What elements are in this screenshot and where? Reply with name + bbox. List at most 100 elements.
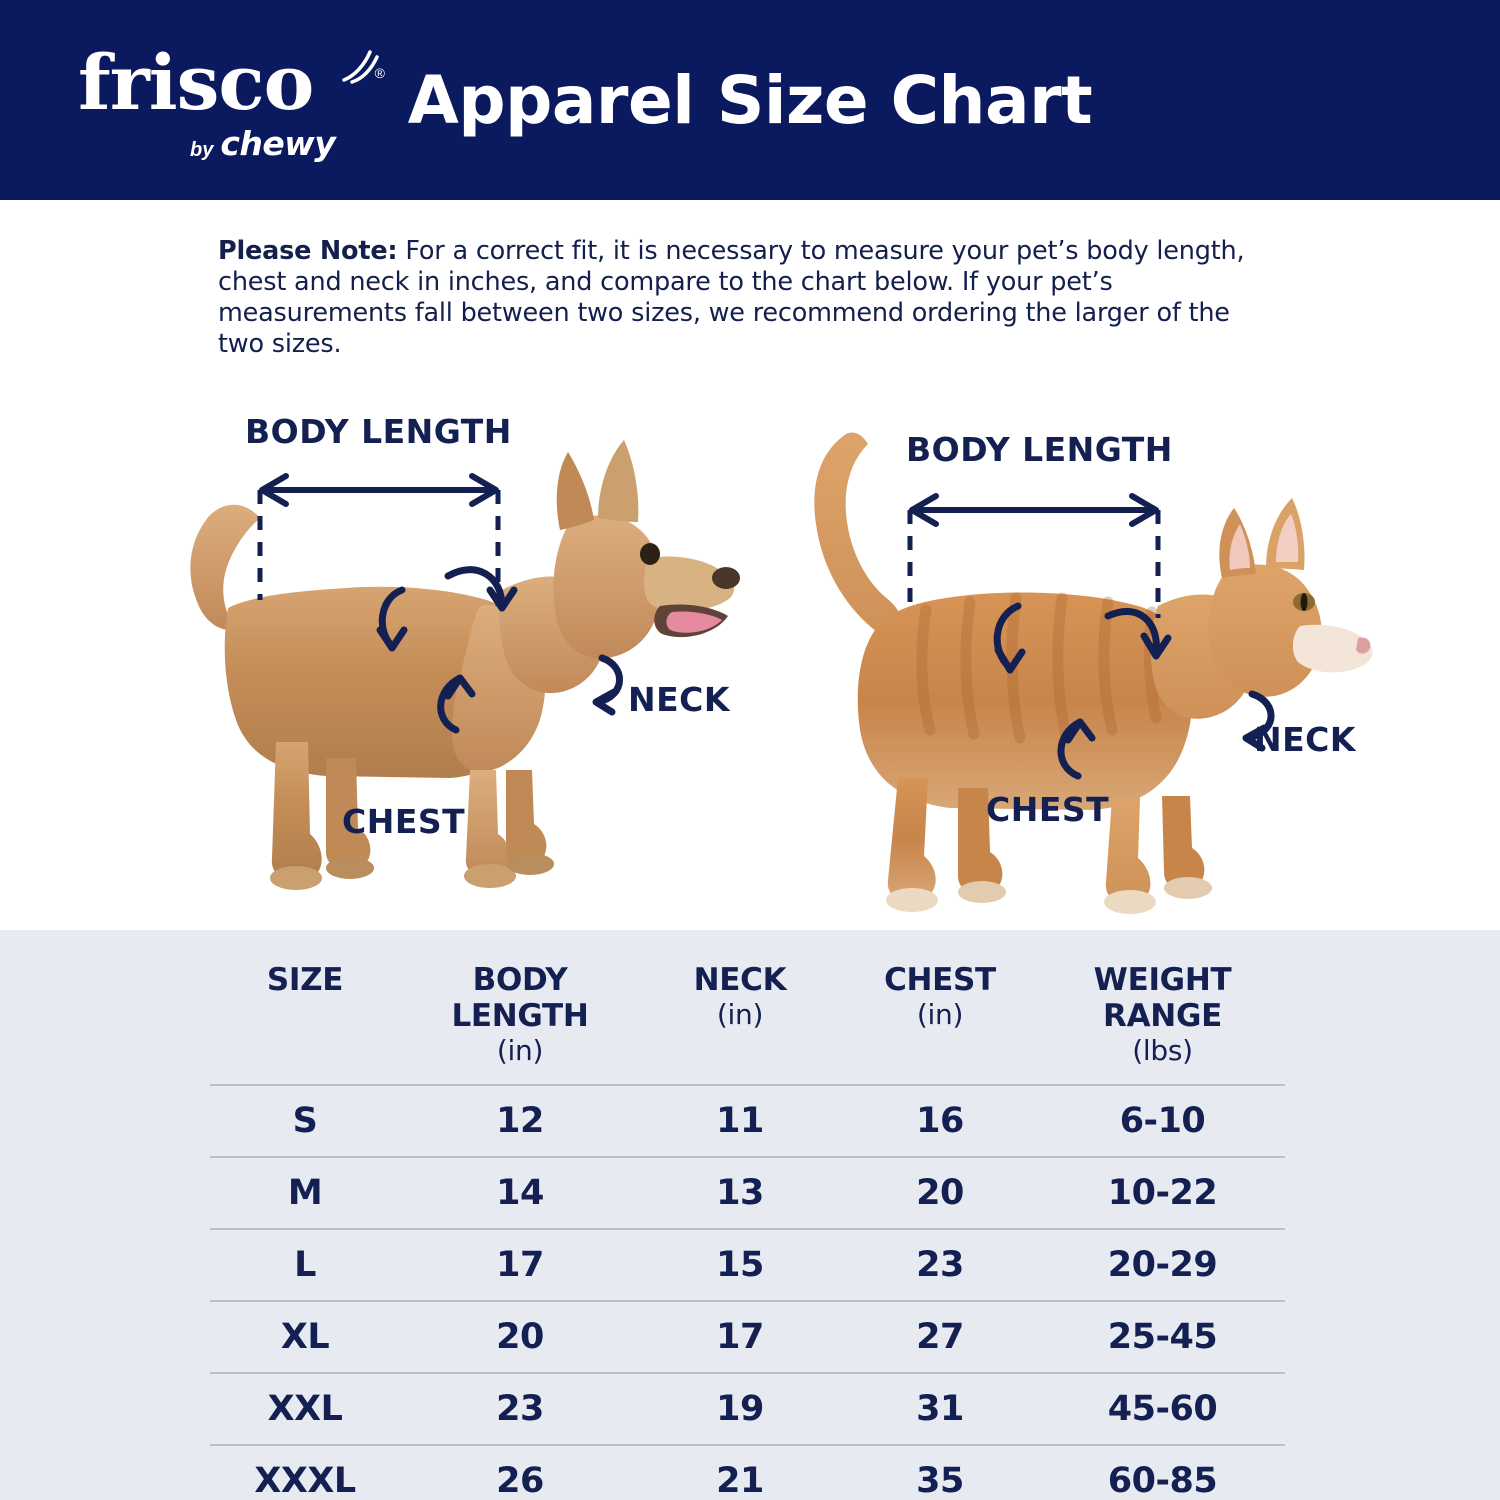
- cat-rear-leg-1: [887, 778, 936, 902]
- cat-head: [1208, 564, 1322, 697]
- column-header-neck: NECK (in): [640, 962, 840, 1085]
- dog-front-leg-2: [506, 770, 547, 866]
- cat-ear-back-inner: [1229, 524, 1250, 570]
- column-header-chest: CHEST (in): [840, 962, 1040, 1085]
- column-header-neck-label: NECK: [693, 962, 787, 998]
- cat-paw-2: [958, 881, 1006, 903]
- size-table: SIZE BODY LENGTH (in) NECK (in) CHEST (i…: [210, 962, 1285, 1500]
- cat-chest-label: CHEST: [986, 790, 1110, 829]
- table-row: S 12 11 16 6-10: [210, 1084, 1285, 1157]
- cat-paw-1: [886, 888, 938, 912]
- dog-illustration-panel: BODY LENGTH NECK CHEST: [150, 390, 790, 930]
- size-table-section: SIZE BODY LENGTH (in) NECK (in) CHEST (i…: [0, 930, 1500, 1500]
- cell-chest: 27: [840, 1300, 1040, 1373]
- cell-size: XXL: [210, 1372, 400, 1445]
- cat-front-leg-1: [1105, 798, 1151, 904]
- dog-eye: [640, 543, 660, 565]
- column-header-chest-unit: (in): [916, 998, 964, 1031]
- cell-weight-range: 60-85: [1040, 1444, 1285, 1500]
- dog-head: [553, 515, 662, 659]
- cat-tabby-stripes: [916, 592, 1162, 744]
- dog-neck-label: NECK: [628, 680, 730, 719]
- cell-body-length: 12: [400, 1084, 640, 1157]
- cell-size: L: [210, 1228, 400, 1301]
- table-row: XL 20 17 27 25-45: [210, 1300, 1285, 1373]
- column-header-body-length: BODY LENGTH (in): [400, 962, 640, 1085]
- cell-chest: 23: [840, 1228, 1040, 1301]
- dog-girth-arrowhead: [376, 626, 408, 652]
- registered-trademark-icon: ®: [374, 65, 385, 81]
- frisco-wordmark: frisco ®: [78, 44, 385, 122]
- cat-neck-arrow-curve: [1104, 608, 1160, 658]
- dog-paw-1: [270, 866, 322, 890]
- measurement-illustrations: BODY LENGTH NECK CHEST: [0, 390, 1500, 930]
- cell-neck: 19: [640, 1372, 840, 1445]
- frisco-wordmark-text: frisco: [78, 38, 314, 127]
- cell-weight-range: 6-10: [1040, 1084, 1285, 1157]
- dog-nose: [712, 567, 740, 589]
- table-row: M 14 13 20 10-22: [210, 1156, 1285, 1229]
- cat-body: [857, 592, 1193, 810]
- dog-tongue: [666, 611, 722, 633]
- column-header-body-length-unit: (in): [496, 1034, 544, 1067]
- cat-paw-3: [1104, 890, 1156, 914]
- dog-chest-label: CHEST: [342, 802, 466, 841]
- header-bar: frisco ® by chewy Apparel Size Chart: [0, 0, 1500, 200]
- dog-muzzle: [643, 556, 735, 611]
- frisco-by-chewy-logo[interactable]: frisco ® by chewy: [78, 44, 385, 164]
- cell-size: M: [210, 1156, 400, 1229]
- dog-rear-leg: [271, 742, 322, 880]
- column-header-body-length-label: BODY LENGTH: [451, 962, 589, 1034]
- cell-body-length: 17: [400, 1228, 640, 1301]
- dog-bodylength-arrowhead-left: [259, 473, 289, 507]
- dog-throat-arrowhead: [592, 688, 618, 716]
- column-header-size: SIZE: [210, 962, 400, 1085]
- cat-neck-label: NECK: [1254, 720, 1356, 759]
- dog-rear-leg-2: [326, 758, 371, 870]
- dog-front-leg: [465, 770, 511, 878]
- cat-bodylength-arrowhead-left: [909, 493, 939, 527]
- cat-figure: [814, 432, 1373, 914]
- cell-neck: 21: [640, 1444, 840, 1500]
- dog-chest-arrowhead: [444, 674, 476, 700]
- cat-body-length-label: BODY LENGTH: [906, 430, 1173, 469]
- cell-chest: 20: [840, 1156, 1040, 1229]
- table-row: L 17 15 23 20-29: [210, 1228, 1285, 1301]
- chewy-wordmark: chewy: [220, 124, 336, 163]
- cat-ear-front-inner: [1276, 514, 1299, 562]
- cat-front-leg-2: [1162, 796, 1205, 890]
- cat-nose: [1356, 637, 1371, 654]
- cat-rear-leg-2: [958, 788, 1003, 894]
- dog-paw-4: [506, 853, 554, 875]
- cell-size: S: [210, 1084, 400, 1157]
- cell-weight-range: 25-45: [1040, 1300, 1285, 1373]
- column-header-weight-range-unit: (lbs): [1132, 1034, 1193, 1067]
- dog-body-length-label: BODY LENGTH: [245, 412, 512, 451]
- please-note-label: Please Note:: [218, 236, 398, 266]
- cell-neck: 17: [640, 1300, 840, 1373]
- frisco-swoosh-icon: [342, 50, 379, 84]
- dog-paw-3: [464, 864, 516, 888]
- column-header-size-label: SIZE: [266, 962, 344, 998]
- cat-pupil: [1300, 593, 1308, 611]
- column-header-chest-label: CHEST: [884, 962, 996, 998]
- cat-illustration-panel: BODY LENGTH NECK CHEST: [760, 390, 1420, 930]
- cell-chest: 31: [840, 1372, 1040, 1445]
- cell-body-length: 20: [400, 1300, 640, 1373]
- column-header-weight-range-label: WEIGHT RANGE: [1093, 962, 1232, 1034]
- dog-ear-front: [598, 440, 639, 522]
- column-header-neck-unit: (in): [716, 998, 764, 1031]
- cell-weight-range: 20-29: [1040, 1228, 1285, 1301]
- dog-ear-back: [556, 452, 594, 530]
- dog-neck-arrow-curve: [444, 566, 506, 610]
- cell-size: XL: [210, 1300, 400, 1373]
- please-note-body: For a correct fit, it is necessary to me…: [218, 236, 1245, 359]
- cat-neck-arrowhead: [1140, 632, 1172, 660]
- cell-size: XXXL: [210, 1444, 400, 1500]
- dog-neck-arrowhead: [486, 586, 518, 612]
- cell-chest: 35: [840, 1444, 1040, 1500]
- cat-tail: [814, 432, 901, 634]
- cat-throat-arrowhead: [1242, 724, 1268, 752]
- cell-chest: 16: [840, 1084, 1040, 1157]
